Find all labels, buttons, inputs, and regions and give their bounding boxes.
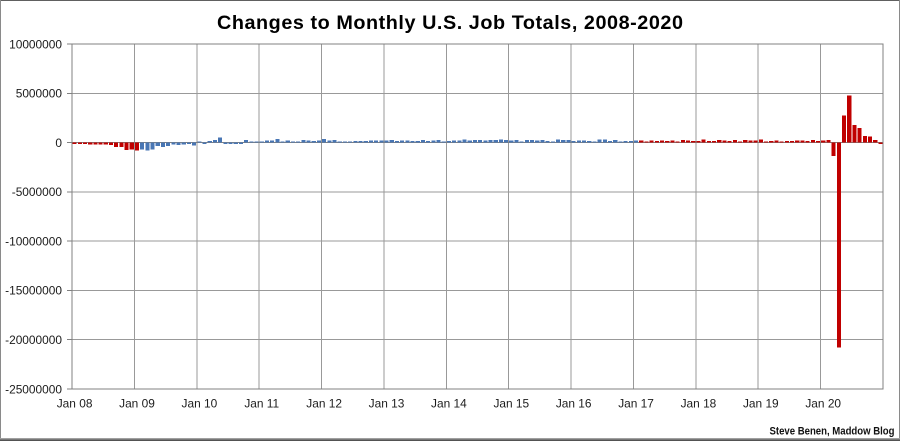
svg-text:Jan 18: Jan 18 — [681, 396, 717, 410]
svg-text:Jan 20: Jan 20 — [805, 396, 841, 410]
svg-text:Jan 16: Jan 16 — [556, 396, 592, 410]
svg-text:0: 0 — [55, 136, 62, 150]
svg-text:Jan 11: Jan 11 — [244, 396, 279, 410]
svg-text:Jan 19: Jan 19 — [743, 396, 779, 410]
svg-text:10000000: 10000000 — [9, 37, 62, 51]
svg-text:-15000000: -15000000 — [5, 284, 62, 298]
svg-text:Jan 12: Jan 12 — [306, 396, 342, 410]
svg-text:Jan 08: Jan 08 — [57, 396, 93, 410]
svg-text:-10000000: -10000000 — [5, 234, 62, 248]
svg-text:Jan 17: Jan 17 — [618, 396, 654, 410]
svg-text:-20000000: -20000000 — [5, 333, 62, 347]
svg-text:Steve Benen, Maddow Blog: Steve Benen, Maddow Blog — [770, 426, 895, 438]
svg-text:Jan 14: Jan 14 — [431, 396, 467, 410]
svg-text:-25000000: -25000000 — [5, 382, 62, 396]
svg-text:Changes to Monthly U.S. Job To: Changes to Monthly U.S. Job Totals, 2008… — [217, 12, 683, 34]
svg-text:-5000000: -5000000 — [12, 185, 63, 199]
svg-text:Jan 09: Jan 09 — [119, 396, 155, 410]
svg-text:5000000: 5000000 — [16, 87, 63, 101]
svg-text:Jan 10: Jan 10 — [182, 396, 218, 410]
svg-text:Jan 13: Jan 13 — [369, 396, 405, 410]
svg-text:Jan 15: Jan 15 — [493, 396, 529, 410]
